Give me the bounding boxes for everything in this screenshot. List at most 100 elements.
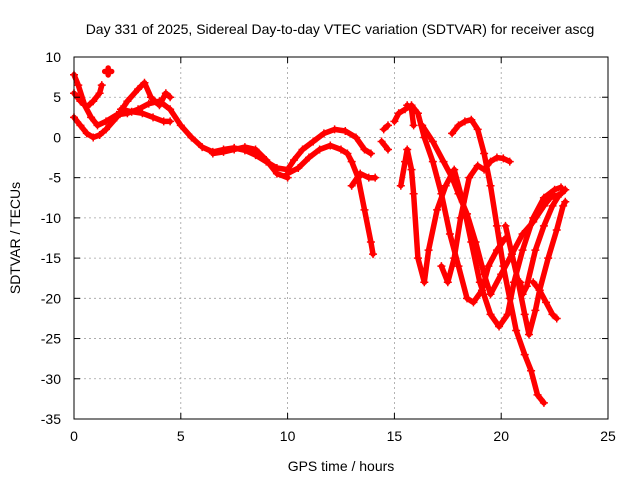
data-point [518, 246, 527, 255]
data-point [127, 107, 136, 116]
y-tick-label: -30 [41, 371, 61, 387]
data-point [326, 141, 335, 150]
data-point [347, 181, 356, 190]
data-point [116, 105, 125, 114]
data-point [97, 81, 106, 90]
data-point [337, 145, 345, 154]
data-point [533, 390, 542, 399]
data-point [420, 278, 429, 287]
data-point [559, 201, 568, 210]
data-point [539, 221, 548, 230]
data-point [524, 330, 533, 339]
data-point [418, 121, 427, 130]
data-point [492, 153, 501, 162]
data-point [486, 290, 495, 299]
data-point [507, 250, 516, 259]
data-point [460, 117, 469, 126]
data-point [407, 165, 416, 174]
data-point [450, 165, 459, 174]
data-point [561, 185, 570, 194]
series-line [419, 122, 564, 298]
data-point [371, 173, 380, 182]
data-point [520, 310, 529, 319]
data-point [74, 81, 83, 90]
series-track-g [283, 141, 378, 259]
data-point [428, 137, 437, 146]
data-point [138, 109, 147, 118]
data-point [187, 133, 196, 142]
x-tick-label: 0 [70, 428, 78, 444]
x-tick-label: 5 [177, 428, 185, 444]
data-point [208, 149, 217, 158]
data-point [377, 137, 386, 146]
data-point [390, 117, 399, 126]
data-point [486, 181, 495, 190]
data-point [176, 121, 185, 130]
series-track-i [377, 137, 392, 154]
data-point [454, 121, 463, 130]
data-point [102, 125, 111, 134]
data-point [448, 129, 457, 138]
data-point [531, 246, 540, 255]
data-point [548, 310, 557, 319]
data-point [445, 229, 454, 238]
y-tick-label: -15 [41, 250, 61, 266]
series-track-s [516, 185, 570, 299]
data-point [505, 157, 514, 166]
y-tick-label: -35 [41, 411, 61, 427]
y-tick-label: 5 [53, 89, 61, 105]
data-point [413, 109, 422, 118]
y-tick-label: -20 [41, 290, 61, 306]
data-point [309, 137, 318, 146]
data-point [550, 185, 559, 194]
data-point [366, 238, 375, 247]
data-point [499, 154, 508, 163]
x-tick-label: 15 [387, 428, 403, 444]
data-point [343, 149, 352, 158]
data-point [413, 254, 422, 263]
data-point [539, 398, 548, 407]
data-point [407, 105, 416, 114]
data-point [351, 133, 360, 142]
data-point [401, 157, 410, 166]
data-point [369, 250, 378, 259]
data-point [542, 298, 551, 307]
data-point [262, 155, 271, 164]
data-point [87, 113, 96, 122]
series-track-q [501, 197, 570, 339]
data-point [166, 117, 175, 126]
data-point [155, 101, 164, 110]
chart-title: Day 331 of 2025, Sidereal Day-to-day VTE… [86, 21, 595, 37]
data-point [527, 366, 536, 375]
data-point [166, 105, 175, 114]
data-point [439, 157, 448, 166]
series-track-e [116, 105, 175, 126]
data-point [409, 189, 418, 198]
data-point [144, 99, 153, 108]
data-point [101, 65, 115, 78]
data-point [433, 205, 442, 214]
data-point [95, 131, 104, 140]
data-point [516, 278, 525, 287]
data-point [535, 286, 544, 295]
data-point [315, 145, 324, 154]
data-point [454, 189, 463, 198]
series-track-f [208, 143, 292, 182]
data-point [424, 246, 433, 255]
series-track-p [448, 115, 548, 407]
data-point [283, 169, 292, 178]
data-point [356, 169, 365, 178]
data-point [383, 121, 392, 130]
data-point [394, 109, 403, 118]
data-point [76, 121, 85, 130]
data-point [544, 254, 553, 263]
data-point [454, 262, 463, 271]
series-track-h [347, 169, 380, 190]
data-point [102, 117, 111, 126]
data-point [552, 314, 561, 323]
data-point [82, 129, 91, 138]
data-point [95, 89, 104, 98]
data-point [403, 145, 412, 154]
